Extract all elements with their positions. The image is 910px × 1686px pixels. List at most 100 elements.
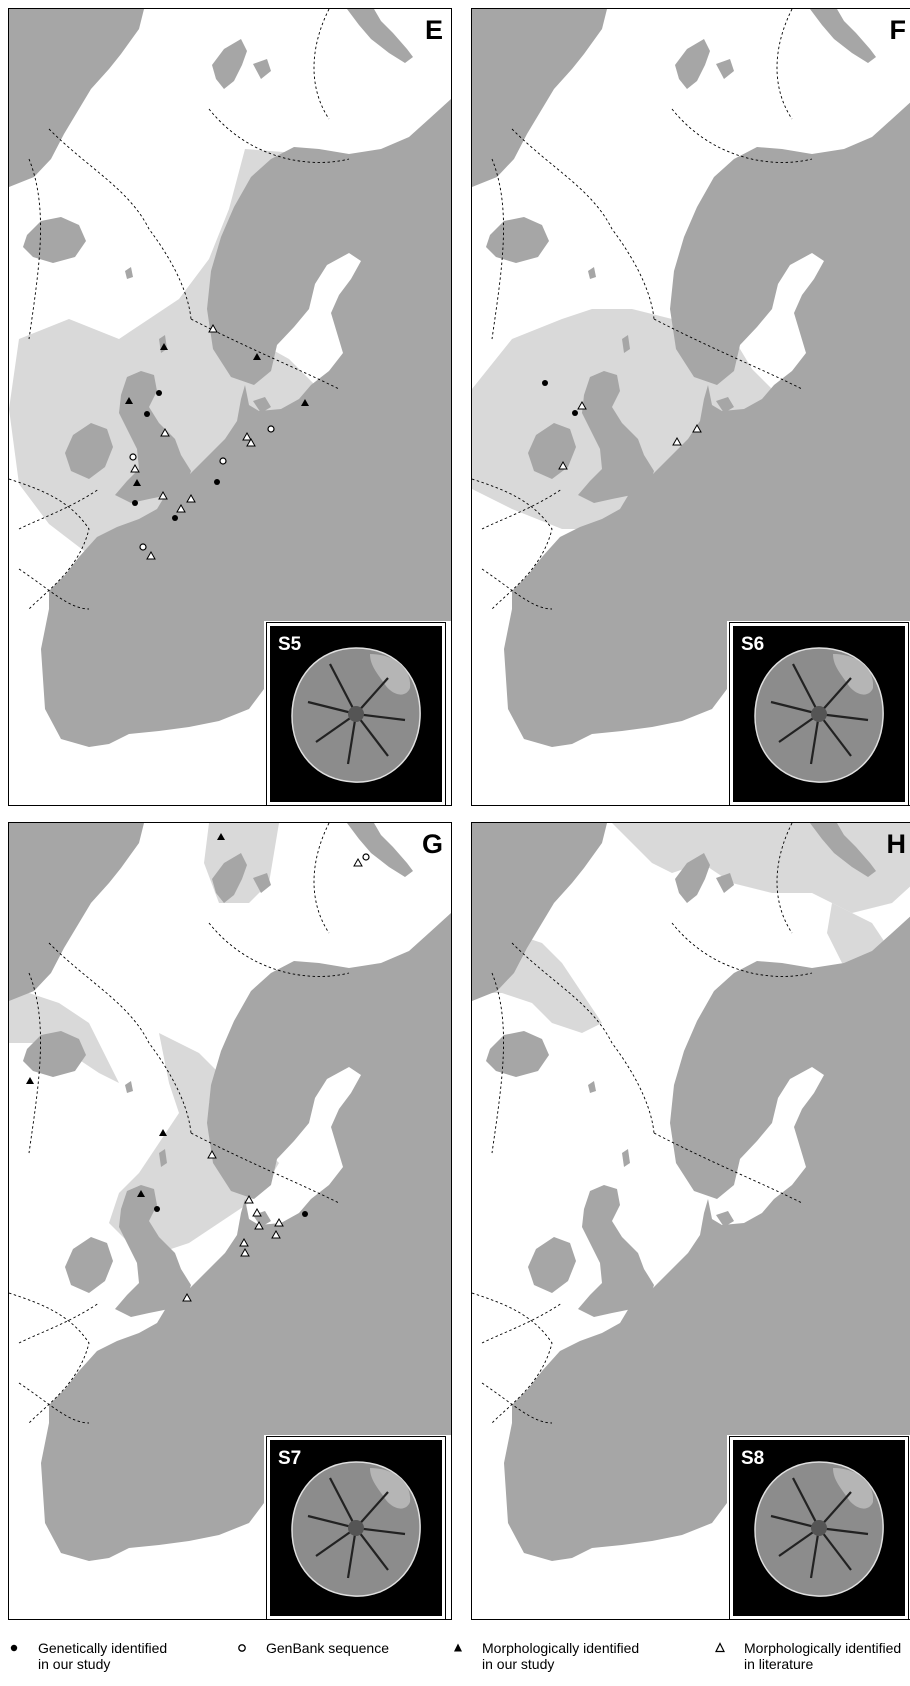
foram-inset: S7: [267, 1437, 445, 1619]
land-eurasia: [504, 916, 910, 1561]
morph-study-marker: [137, 1190, 145, 1197]
depth-contour: [48, 942, 192, 1134]
genbank-record-marker: [139, 543, 147, 551]
land-svalbard: [675, 853, 710, 903]
shell-suture: [307, 700, 357, 716]
shell-suture: [809, 1527, 821, 1579]
depth-contour: [18, 1302, 100, 1344]
depth-contour: [18, 568, 90, 610]
shell-suture: [770, 700, 820, 716]
depth-contour: [472, 1292, 553, 1424]
morph-literature-marker: [242, 431, 252, 441]
map-e: [9, 9, 451, 805]
shell-suture: [315, 713, 357, 743]
land-greenland: [472, 9, 607, 187]
legend-label: GenBank sequence: [266, 1640, 389, 1656]
land-denmark-islands: [716, 397, 734, 413]
shell-final-chamber: [833, 1468, 874, 1509]
morph-literature-marker: [182, 1292, 192, 1302]
land-ireland: [65, 423, 113, 479]
shell-suture: [346, 713, 358, 765]
land-denmark-islands: [253, 397, 271, 413]
depth-contour: [671, 108, 813, 163]
shell-suture: [818, 1527, 852, 1571]
land-ireland: [65, 1237, 113, 1293]
land-eurasia: [504, 102, 910, 747]
depth-contour: [9, 478, 90, 610]
land-iceland: [23, 1031, 86, 1077]
depth-contour: [18, 1382, 90, 1424]
genbank-record-marker: [219, 457, 227, 465]
morph-literature-marker: [186, 493, 196, 503]
map-panel-f: F S6: [471, 8, 910, 806]
shell-suture: [355, 1491, 389, 1529]
land-novaya-zemlya: [810, 823, 876, 877]
genetic-record-marker: [572, 410, 578, 416]
land-svalbard-east: [253, 59, 271, 79]
shell-suture: [818, 712, 869, 722]
foram-inset: S5: [267, 623, 445, 805]
open-circle-icon: [238, 1644, 246, 1652]
morph-literature-marker: [672, 436, 682, 446]
shell-suture: [329, 1477, 357, 1529]
shell-suture: [818, 1491, 852, 1529]
land-eurasia: [41, 913, 451, 1561]
land-svalbard: [212, 853, 247, 903]
shell-suture: [778, 713, 820, 743]
species-label: S5: [278, 634, 302, 655]
genetic-record-marker: [302, 1211, 308, 1217]
morph-literature-marker: [240, 1247, 250, 1257]
depth-contour: [653, 318, 803, 390]
depth-contour: [208, 922, 350, 977]
depth-contour: [313, 823, 330, 934]
depth-contour: [671, 922, 813, 977]
depth-contour: [481, 1382, 553, 1424]
depth-contour: [491, 972, 504, 1154]
morph-literature-marker: [254, 1220, 264, 1230]
shell-final-chamber: [833, 654, 874, 695]
land-shetland: [622, 335, 630, 353]
land-shetland: [622, 1149, 630, 1167]
shell-suture: [307, 1514, 357, 1530]
species-label: S7: [278, 1448, 302, 1469]
map-base: [472, 9, 910, 805]
foraminifera-shell-image: [270, 1440, 442, 1616]
depth-contour: [481, 568, 553, 610]
land-greenland: [9, 823, 144, 1001]
shell-suture: [355, 1527, 389, 1571]
land-iceland: [23, 217, 86, 263]
land-great-britain: [578, 371, 654, 503]
depth-contour: [511, 128, 655, 320]
open-triangle-icon: [715, 1642, 725, 1653]
depth-contour: [472, 478, 553, 610]
land-faroe: [588, 1081, 596, 1093]
morph-study-marker: [159, 1129, 167, 1136]
depth-contour: [28, 972, 41, 1154]
genetic-record-marker: [172, 515, 178, 521]
genetic-record-marker: [156, 390, 162, 396]
shell-suture: [778, 1527, 820, 1557]
shell-suture: [818, 677, 852, 715]
morph-literature-marker: [252, 1207, 262, 1217]
land-svalbard-east: [716, 59, 734, 79]
shell-suture: [818, 1526, 869, 1536]
shell-suture: [355, 677, 389, 715]
foram-inset: S6: [730, 623, 908, 805]
shell-umbilicus: [811, 706, 827, 722]
panel-letter: G: [421, 829, 443, 859]
foraminifera-shell-image: [733, 1440, 905, 1616]
depth-contour: [481, 488, 563, 530]
morph-study-marker: [160, 343, 168, 350]
depth-contour: [511, 942, 655, 1134]
morph-literature-marker: [577, 400, 587, 410]
land-great-britain: [578, 1185, 654, 1317]
depth-contour: [653, 1132, 803, 1204]
depth-contour: [491, 158, 504, 340]
land-greenland: [9, 9, 144, 187]
morph-literature-marker: [160, 427, 170, 437]
filled-circle-icon: [10, 1644, 18, 1652]
land-eurasia: [41, 99, 451, 747]
land-svalbard: [212, 39, 247, 89]
genetic-record-marker: [154, 1206, 160, 1212]
depth-contour: [776, 823, 793, 934]
